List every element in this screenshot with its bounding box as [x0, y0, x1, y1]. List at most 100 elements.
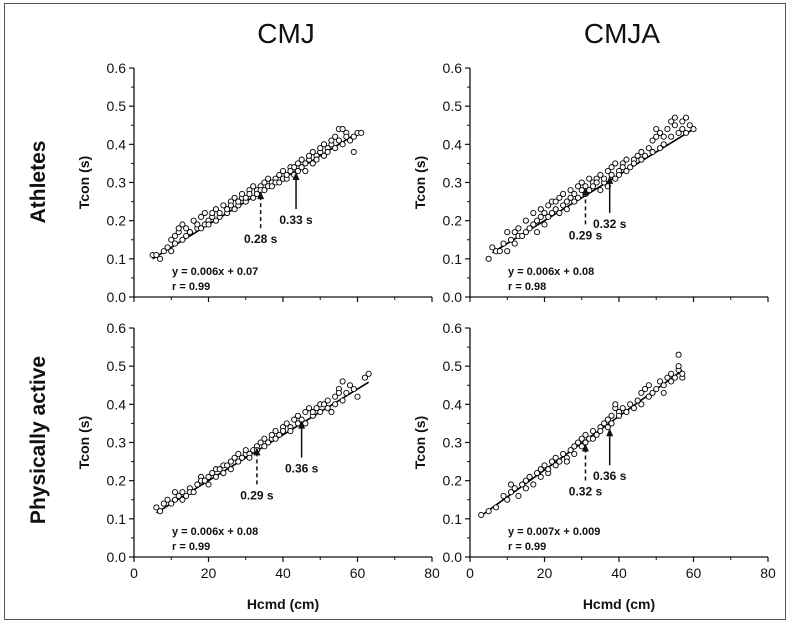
data-point [365, 370, 372, 377]
data-point [638, 148, 645, 156]
data-point [478, 511, 485, 519]
data-point [589, 183, 596, 190]
data-point [231, 454, 238, 461]
data-point [634, 397, 641, 404]
y-axis-label: Tcon (s) [76, 416, 92, 469]
data-point [205, 481, 212, 488]
data-point [276, 431, 283, 438]
data-point [235, 198, 242, 205]
data-point [238, 454, 246, 461]
data-point [246, 454, 253, 461]
x-tick-label: 40 [611, 565, 627, 581]
data-point [272, 435, 279, 442]
data-point [294, 412, 301, 419]
data-point [504, 248, 511, 255]
data-point [627, 164, 634, 171]
data-point [500, 492, 507, 499]
data-point [597, 427, 604, 435]
data-point [220, 202, 227, 209]
data-point [298, 156, 305, 163]
data-point [153, 504, 160, 511]
data-point [563, 198, 570, 205]
data-point [324, 148, 331, 156]
y-tick-label: 0.0 [107, 289, 127, 305]
data-point [332, 145, 339, 152]
annotation-arrowhead [253, 447, 261, 456]
data-point [571, 443, 578, 450]
y-tick-label: 0.4 [107, 396, 127, 412]
data-point [317, 408, 324, 416]
y-tick-label: 0.4 [443, 136, 463, 152]
data-point [216, 466, 223, 473]
y-axis-label: Tcon (s) [412, 156, 428, 209]
annotation-arrowhead [606, 175, 614, 184]
column-title-cmja: CMJA [584, 18, 661, 49]
data-point [541, 209, 548, 217]
data-point [507, 236, 515, 243]
data-point [552, 206, 559, 213]
data-point [608, 420, 615, 427]
data-point [298, 164, 305, 171]
data-point [276, 179, 283, 186]
data-point [548, 458, 556, 465]
annotation-label: 0.32 s [593, 217, 627, 231]
data-point [634, 152, 641, 159]
data-point [638, 156, 645, 163]
data-point [679, 126, 686, 133]
data-point [619, 164, 626, 171]
data-point [653, 126, 660, 133]
data-point [504, 229, 511, 236]
data-point [567, 187, 574, 194]
data-point [268, 183, 275, 190]
data-point [638, 389, 645, 396]
data-point [328, 137, 335, 144]
scatter-panel-0: 0.0 0.1 0.2 0.3 0.4 0.5 0.6 Tcon (s) 0.28 s0.33 … [76, 60, 433, 305]
data-point [578, 435, 585, 442]
data-point [668, 370, 675, 377]
data-point [522, 229, 529, 236]
y-tick-label: 0.0 [443, 549, 463, 565]
data-point [164, 496, 171, 503]
data-point [507, 481, 515, 488]
y-tick-label: 0.6 [107, 320, 127, 336]
data-point [604, 167, 611, 175]
data-point [309, 408, 316, 416]
data-point [235, 458, 242, 465]
data-point [194, 221, 201, 228]
data-point [485, 508, 492, 515]
data-point [272, 427, 279, 435]
data-point [358, 129, 365, 136]
x-tick-label: 20 [537, 565, 553, 581]
data-point [153, 251, 160, 259]
data-point [574, 183, 582, 190]
data-point [660, 141, 667, 148]
data-point [242, 194, 249, 201]
y-tick-label: 0.6 [107, 60, 127, 76]
data-point [601, 420, 608, 427]
data-point [623, 167, 630, 175]
data-point [649, 148, 656, 156]
data-point [291, 416, 298, 423]
data-point [317, 145, 324, 152]
data-point [645, 145, 652, 152]
data-point [504, 496, 511, 503]
data-point [261, 179, 268, 186]
x-tick-label: 0 [466, 565, 474, 581]
data-point [227, 458, 234, 465]
annotation-label: 0.36 s [593, 469, 627, 483]
data-point [235, 450, 242, 458]
y-tick-label: 0.2 [443, 213, 463, 229]
data-point [589, 435, 596, 442]
data-point [224, 462, 231, 469]
data-point [294, 160, 301, 167]
data-point [671, 114, 678, 121]
data-point [534, 469, 541, 477]
data-point [313, 405, 320, 412]
data-point [642, 152, 649, 159]
data-point [507, 489, 515, 496]
data-point [511, 485, 518, 492]
data-point [279, 427, 287, 435]
y-tick-label: 0.3 [107, 175, 127, 191]
data-point [168, 236, 175, 243]
data-point [287, 167, 294, 175]
